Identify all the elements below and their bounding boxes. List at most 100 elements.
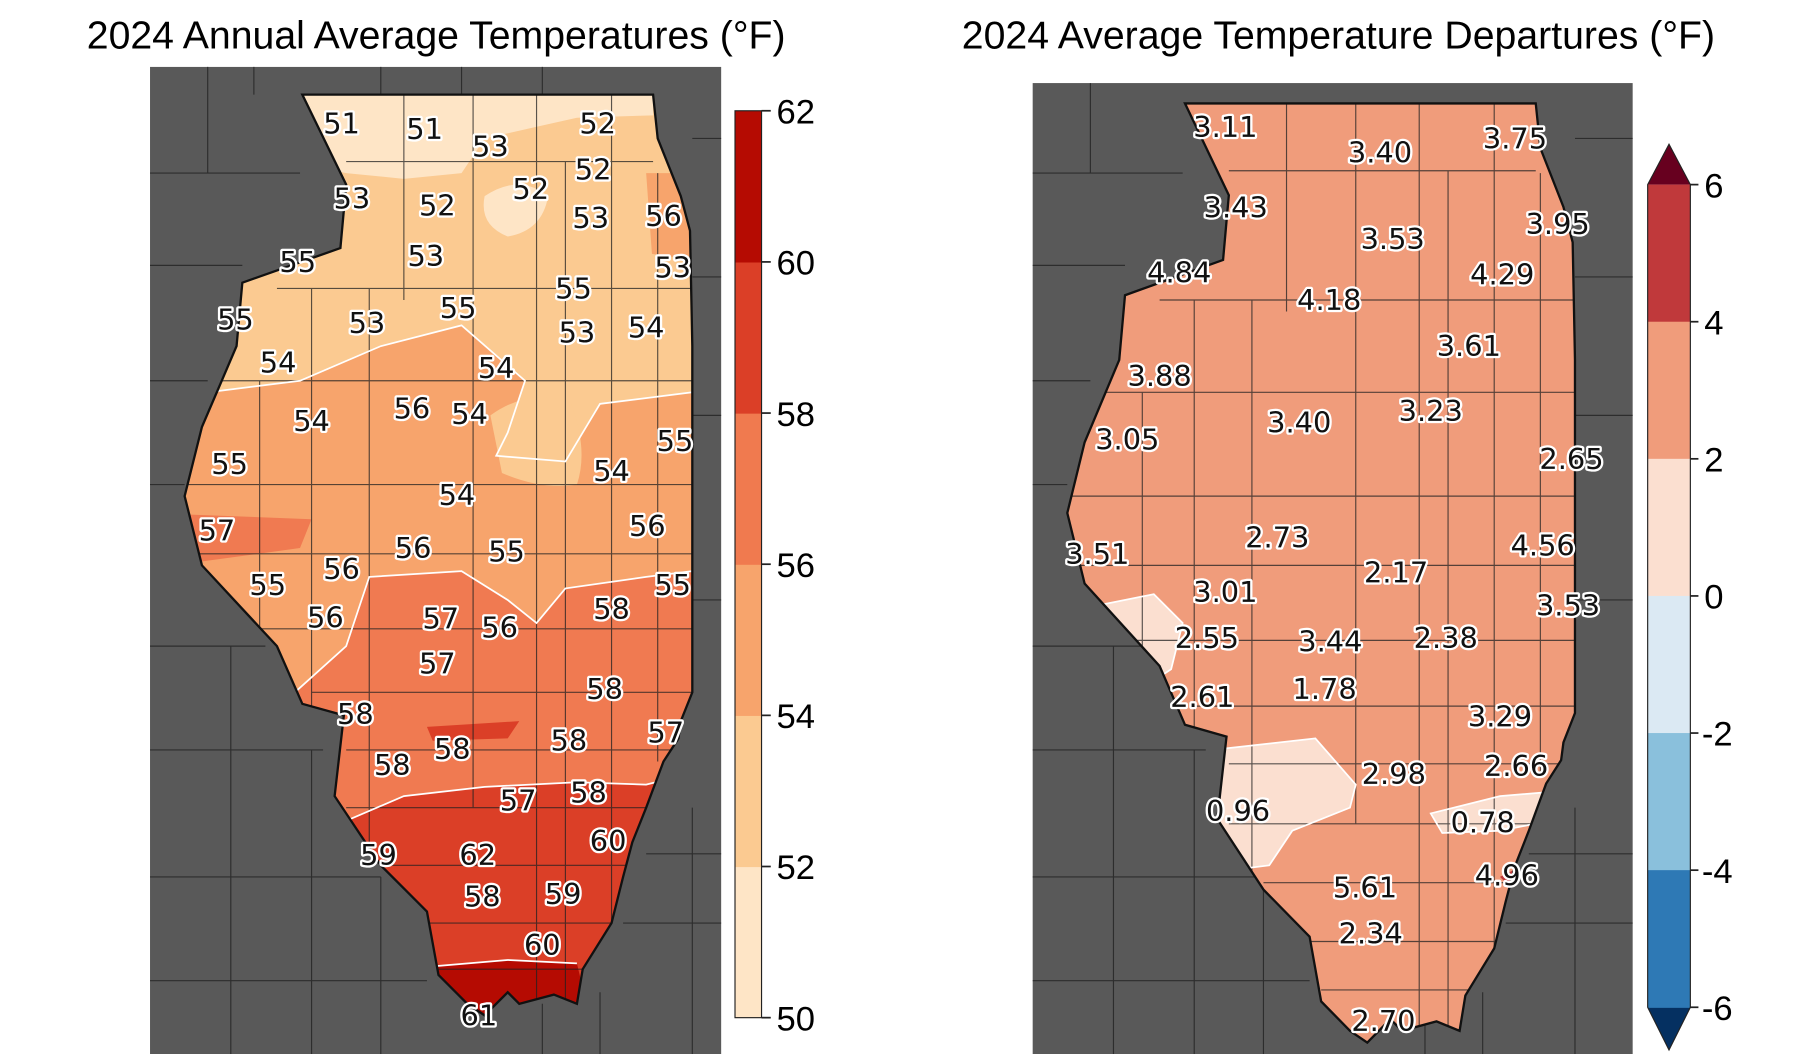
station-value-label: 57 bbox=[500, 784, 537, 818]
left-county-lines bbox=[184, 94, 693, 1016]
station-value-label: 2.38 bbox=[1414, 621, 1478, 655]
station-value-label: 4.18 bbox=[1297, 283, 1361, 317]
colorbar-tick-label: -2 bbox=[1702, 716, 1733, 754]
station-value-label: 59 bbox=[360, 838, 397, 872]
station-value-label: 56 bbox=[307, 600, 344, 634]
colorbar-tick-label: 54 bbox=[777, 698, 815, 736]
colorbar-extend-min bbox=[1647, 1007, 1691, 1050]
station-value-label: 52 bbox=[575, 153, 612, 187]
station-value-label: 3.95 bbox=[1526, 207, 1590, 241]
station-value-label: 3.88 bbox=[1128, 359, 1192, 393]
station-value-label: 2.65 bbox=[1539, 442, 1603, 476]
colorbar-segment bbox=[735, 413, 762, 565]
station-value-label: 59 bbox=[545, 877, 582, 911]
station-value-label: 3.75 bbox=[1483, 121, 1547, 155]
band-0-2-west bbox=[1096, 594, 1183, 681]
station-value-label: 4.29 bbox=[1470, 258, 1534, 292]
colorbar-tick-label: 56 bbox=[777, 547, 815, 585]
station-value-label: 55 bbox=[211, 447, 248, 481]
station-value-label: 56 bbox=[629, 509, 666, 543]
colorbar-segment bbox=[1647, 870, 1691, 1008]
station-value-label: 56 bbox=[323, 552, 360, 586]
colorbar-tick-label: 58 bbox=[777, 396, 815, 434]
station-value-label: 53 bbox=[572, 201, 609, 235]
station-value-label: 58 bbox=[570, 776, 607, 810]
left-map-title: 2024 Annual Average Temperatures (°F) bbox=[87, 13, 786, 57]
right-colorbar: 6 4 2 0 -2 -4 -6 bbox=[1647, 142, 1733, 1052]
station-value-label: 57 bbox=[419, 646, 456, 680]
station-value-label: 58 bbox=[593, 592, 630, 626]
station-value-label: 54 bbox=[439, 478, 476, 512]
colorbar-segment bbox=[735, 564, 762, 716]
station-value-label: 2.55 bbox=[1175, 621, 1239, 655]
station-value-label: 51 bbox=[406, 112, 443, 146]
station-value-label: 56 bbox=[394, 391, 431, 425]
colorbar-tick-label: 50 bbox=[777, 1000, 815, 1038]
station-value-label: 3.53 bbox=[1536, 589, 1600, 623]
station-value-label: 3.23 bbox=[1399, 394, 1463, 428]
colorbar-segment bbox=[735, 261, 762, 414]
colorbar-segment bbox=[1647, 595, 1691, 734]
colorbar-segment bbox=[735, 715, 762, 868]
colorbar-tick-label: 62 bbox=[777, 93, 815, 131]
band-0-2-center bbox=[1199, 738, 1356, 872]
band-50-52 bbox=[288, 94, 654, 179]
colorbar-tick-label: 2 bbox=[1704, 442, 1723, 480]
station-value-label: 55 bbox=[249, 568, 286, 602]
station-value-label: 55 bbox=[555, 271, 592, 305]
station-value-label: 1.78 bbox=[1292, 672, 1356, 706]
station-value-label: 52 bbox=[579, 106, 616, 140]
station-value-label: 2.70 bbox=[1351, 1004, 1415, 1038]
station-value-label: 58 bbox=[434, 732, 471, 766]
right-map: 3.11 3.40 3.75 3.43 3.53 3.95 4.84 4.29 4.18 3.61… bbox=[1032, 83, 1633, 1054]
station-value-label: 3.40 bbox=[1348, 135, 1412, 169]
station-value-label: 62 bbox=[459, 838, 496, 872]
station-value-label: 55 bbox=[440, 291, 477, 325]
station-value-label: 4.84 bbox=[1147, 255, 1211, 289]
colorbar-tick-label: -6 bbox=[1702, 990, 1733, 1028]
left-colorbar: 50 52 54 56 58 60 62 bbox=[734, 93, 815, 1038]
colorbar-segment bbox=[735, 110, 762, 263]
colorbar-segment bbox=[1647, 733, 1691, 871]
station-value-label: 2.98 bbox=[1362, 757, 1426, 791]
right-county-lines bbox=[1067, 103, 1575, 1027]
station-value-label: 58 bbox=[337, 697, 374, 731]
colorbar-segment bbox=[1647, 321, 1691, 460]
station-value-label: 3.44 bbox=[1298, 625, 1362, 659]
station-value-label: 57 bbox=[199, 514, 236, 548]
right-map-title: 2024 Average Temperature Departures (°F) bbox=[962, 13, 1715, 57]
colorbar-tick-label: 52 bbox=[777, 849, 815, 887]
station-value-label: 54 bbox=[628, 311, 665, 345]
station-value-label: 57 bbox=[647, 716, 684, 750]
station-value-label: 3.51 bbox=[1065, 537, 1129, 571]
right-neighbor-counties bbox=[1032, 83, 1633, 1054]
station-value-label: 58 bbox=[374, 748, 411, 782]
colorbar-tick-label: 0 bbox=[1704, 579, 1723, 617]
station-value-label: 58 bbox=[551, 724, 588, 758]
station-value-label: 57 bbox=[422, 601, 459, 635]
station-value-label: 55 bbox=[657, 424, 694, 458]
station-value-label: 53 bbox=[334, 181, 371, 215]
station-value-label: 0.96 bbox=[1206, 794, 1270, 828]
band-50-52-b bbox=[483, 184, 549, 237]
station-value-label: 54 bbox=[293, 404, 330, 438]
colorbar-segment bbox=[735, 866, 762, 1019]
station-value-label: 54 bbox=[593, 454, 630, 488]
station-value-label: 53 bbox=[472, 130, 509, 164]
colorbar-tick-label: 6 bbox=[1704, 167, 1723, 205]
right-station-labels: 3.11 3.40 3.75 3.43 3.53 3.95 4.84 4.29 4.18 3.61… bbox=[1063, 108, 1606, 1041]
station-value-label: 2.73 bbox=[1245, 521, 1309, 555]
station-value-label: 3.61 bbox=[1437, 329, 1501, 363]
station-value-label: 53 bbox=[407, 239, 444, 273]
station-value-label: 55 bbox=[217, 303, 254, 337]
station-value-label: 55 bbox=[279, 245, 316, 279]
station-value-label: 53 bbox=[559, 315, 596, 349]
station-value-label: 52 bbox=[419, 188, 456, 222]
station-value-label: 3.05 bbox=[1095, 423, 1159, 457]
colorbar-extend-max bbox=[1647, 144, 1691, 185]
colorbar-tick-label: -4 bbox=[1702, 853, 1733, 891]
station-value-label: 3.40 bbox=[1267, 405, 1331, 439]
